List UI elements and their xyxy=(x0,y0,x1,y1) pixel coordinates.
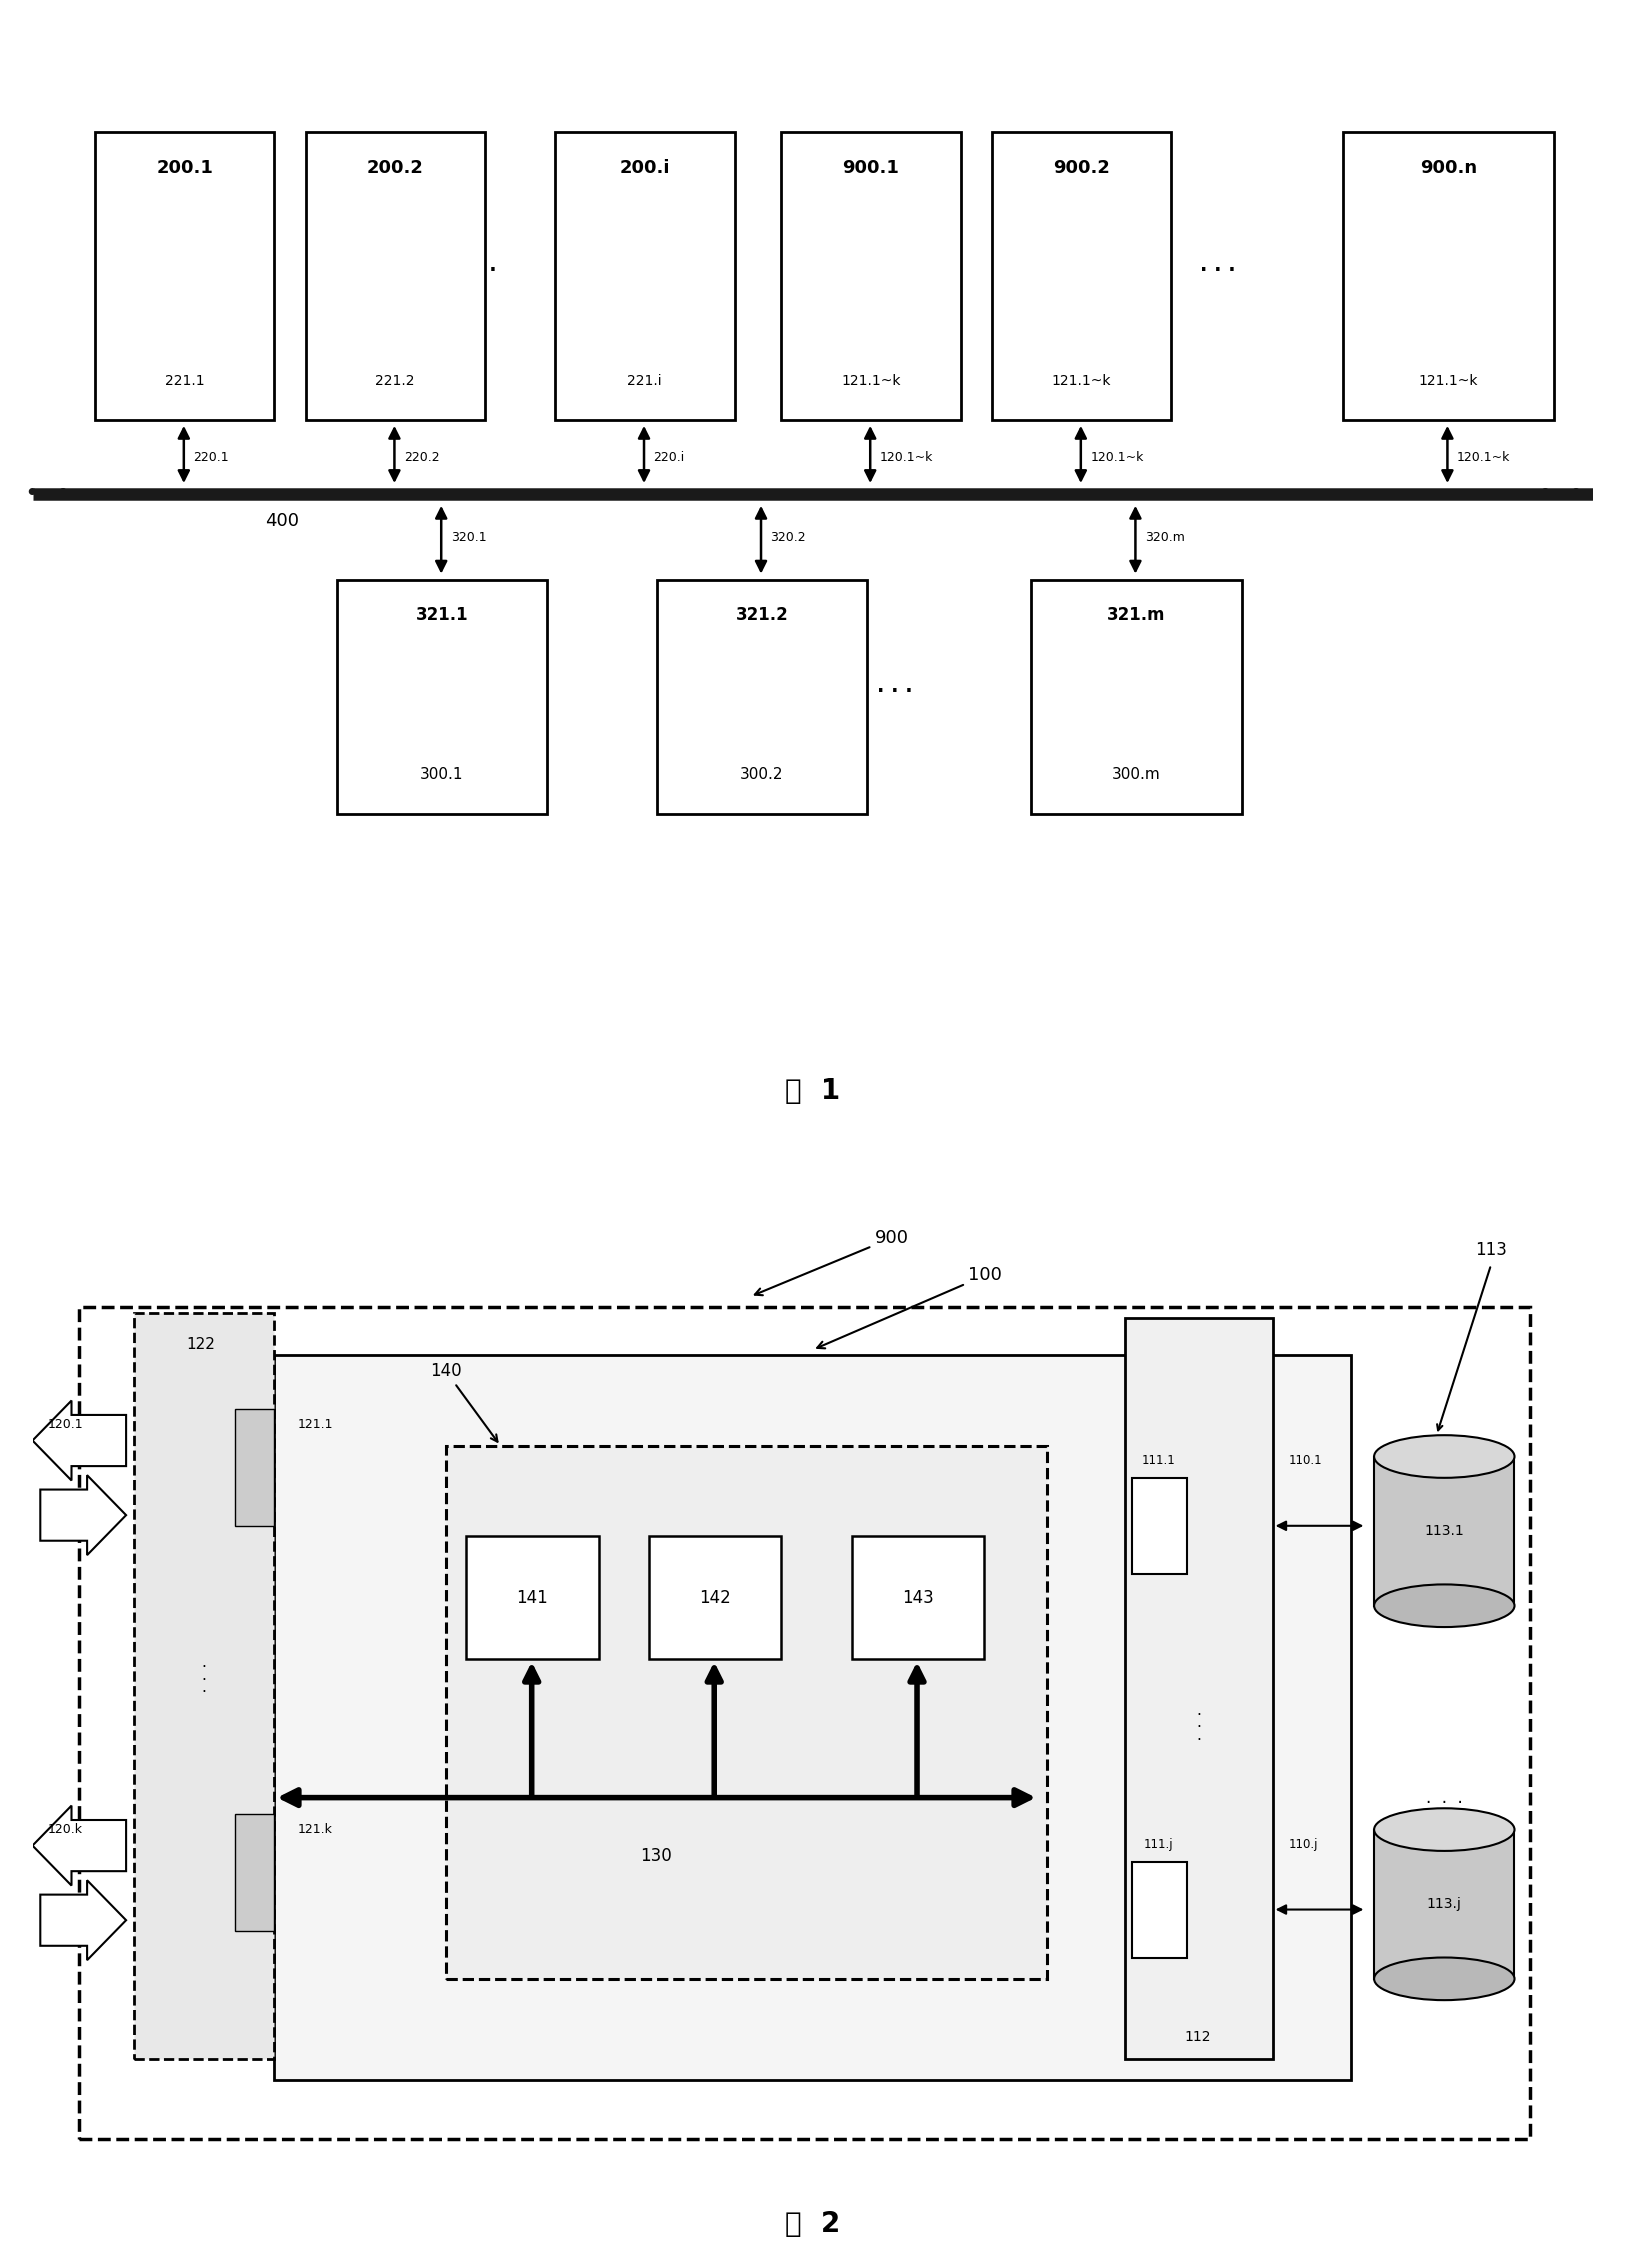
FancyArrow shape xyxy=(32,1805,127,1885)
Bar xyxy=(445,1447,1046,1978)
Text: 200.1: 200.1 xyxy=(156,159,213,177)
Bar xyxy=(336,581,548,814)
Text: 130: 130 xyxy=(640,1846,673,1864)
Text: 221.1: 221.1 xyxy=(164,374,205,388)
Text: 111.1: 111.1 xyxy=(1142,1454,1176,1467)
FancyArrow shape xyxy=(32,1402,127,1481)
Text: 220.i: 220.i xyxy=(653,451,684,463)
Text: 141: 141 xyxy=(517,1590,548,1606)
Text: •  •: • • xyxy=(24,483,70,506)
Text: 100: 100 xyxy=(817,1266,1003,1349)
Text: . . .: . . . xyxy=(878,676,913,696)
FancyArrow shape xyxy=(41,1880,127,1960)
Text: 300.m: 300.m xyxy=(1112,767,1160,782)
Bar xyxy=(1133,1862,1186,1957)
Text: 221.i: 221.i xyxy=(627,374,661,388)
Text: 图  2: 图 2 xyxy=(785,2209,840,2239)
Text: 111.j: 111.j xyxy=(1144,1837,1173,1851)
Text: 142: 142 xyxy=(699,1590,731,1606)
Text: .  .  .: . . . xyxy=(1425,1789,1462,1808)
Text: 121.1~k: 121.1~k xyxy=(1051,374,1112,388)
Text: . . .: . . . xyxy=(1201,256,1237,274)
Text: 122: 122 xyxy=(187,1338,216,1352)
Bar xyxy=(1133,1479,1186,1574)
Bar xyxy=(133,1313,275,2059)
Bar xyxy=(1030,581,1242,814)
Text: 110.j: 110.j xyxy=(1289,1837,1318,1851)
Text: 120.1~k: 120.1~k xyxy=(879,451,933,463)
Bar xyxy=(236,1814,275,1930)
Bar xyxy=(236,1408,275,1526)
Text: 320.2: 320.2 xyxy=(770,531,806,544)
Text: 121.1: 121.1 xyxy=(297,1418,333,1431)
Text: 321.2: 321.2 xyxy=(736,606,788,624)
Text: 200.2: 200.2 xyxy=(367,159,424,177)
Bar xyxy=(94,132,275,420)
Text: 321.m: 321.m xyxy=(1107,606,1165,624)
Bar xyxy=(1342,132,1554,420)
Bar xyxy=(80,1306,1531,2139)
Bar xyxy=(782,132,960,420)
FancyArrow shape xyxy=(41,1474,127,1556)
Text: 113: 113 xyxy=(1476,1241,1506,1259)
Text: •  •: • • xyxy=(1537,483,1583,506)
Ellipse shape xyxy=(1375,1808,1514,1851)
Text: 121.k: 121.k xyxy=(297,1823,333,1837)
Text: .
.
.: . . . xyxy=(202,1656,206,1694)
Text: .
.
.: . . . xyxy=(1196,1703,1201,1744)
Bar xyxy=(1375,1456,1514,1606)
Bar xyxy=(1124,1318,1272,2059)
Text: 121.1~k: 121.1~k xyxy=(842,374,900,388)
Bar xyxy=(1375,1830,1514,1978)
Text: 140: 140 xyxy=(431,1363,497,1442)
Text: 143: 143 xyxy=(902,1590,934,1606)
Text: 113.j: 113.j xyxy=(1427,1898,1462,1912)
Bar xyxy=(656,581,868,814)
Text: 321.1: 321.1 xyxy=(416,606,468,624)
Text: 900: 900 xyxy=(756,1229,908,1295)
Text: 221.2: 221.2 xyxy=(375,374,414,388)
Text: 110.1: 110.1 xyxy=(1289,1454,1321,1467)
Bar xyxy=(556,132,734,420)
Text: 121.1~k: 121.1~k xyxy=(1419,374,1479,388)
Text: 120.k: 120.k xyxy=(49,1823,83,1837)
Text: 220.2: 220.2 xyxy=(403,451,439,463)
Text: 112: 112 xyxy=(1185,2030,1211,2043)
Text: 400: 400 xyxy=(265,513,299,531)
Text: 113.1: 113.1 xyxy=(1425,1524,1464,1538)
Ellipse shape xyxy=(1375,1436,1514,1479)
Text: 320.1: 320.1 xyxy=(450,531,486,544)
Ellipse shape xyxy=(1375,1585,1514,1626)
Text: 220.1: 220.1 xyxy=(193,451,229,463)
Text: 900.n: 900.n xyxy=(1420,159,1477,177)
Text: 300.1: 300.1 xyxy=(421,767,463,782)
Text: 300.2: 300.2 xyxy=(739,767,783,782)
Text: 120.1: 120.1 xyxy=(49,1418,84,1431)
Bar xyxy=(991,132,1172,420)
Text: 120.1~k: 120.1~k xyxy=(1090,451,1144,463)
Ellipse shape xyxy=(1375,1957,1514,2000)
Text: 900.2: 900.2 xyxy=(1053,159,1110,177)
Text: 图  1: 图 1 xyxy=(785,1077,840,1105)
Text: 120.1~k: 120.1~k xyxy=(1456,451,1510,463)
Bar xyxy=(275,1356,1350,2080)
Text: 900.1: 900.1 xyxy=(843,159,900,177)
Text: 200.i: 200.i xyxy=(619,159,670,177)
Bar xyxy=(306,132,484,420)
Text: 320.m: 320.m xyxy=(1144,531,1185,544)
Bar xyxy=(852,1535,985,1660)
Text: . . .: . . . xyxy=(461,256,497,274)
Bar xyxy=(648,1535,782,1660)
Bar xyxy=(466,1535,598,1660)
